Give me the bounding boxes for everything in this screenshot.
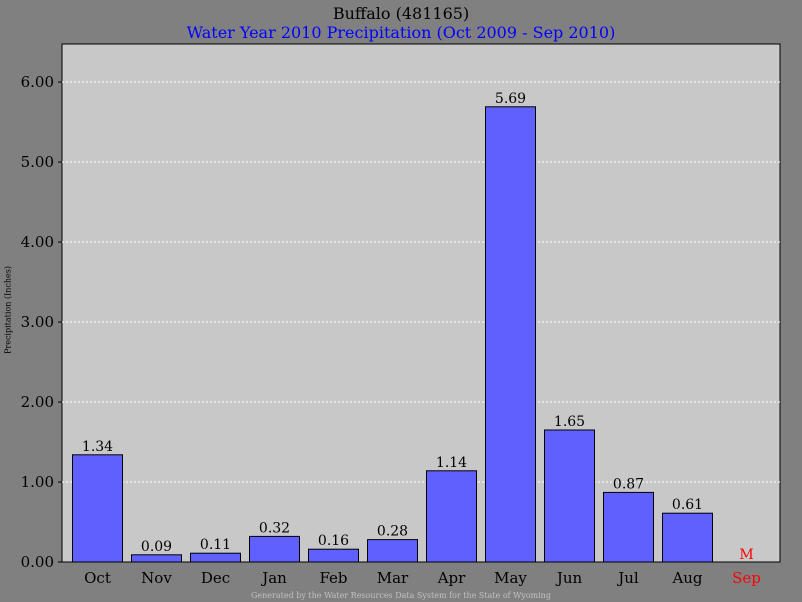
bar-nov <box>131 554 182 563</box>
bar-value-label: 5.69 <box>495 91 526 107</box>
x-tick-label: Nov <box>141 569 172 587</box>
y-tick-label: 0.00 <box>21 553 54 571</box>
bar-value-label: 0.28 <box>377 524 408 540</box>
bar-dec <box>190 552 241 563</box>
bar-jul <box>603 491 654 563</box>
x-tick-label: Jul <box>616 569 639 587</box>
x-tick-label: Mar <box>377 569 409 587</box>
x-tick-label: May <box>494 569 527 587</box>
bar-jun <box>544 429 595 563</box>
y-tick-label: 1.00 <box>21 473 54 491</box>
bar-feb <box>308 548 359 563</box>
x-tick-label: Feb <box>319 569 347 587</box>
y-tick-label: 4.00 <box>21 233 54 251</box>
x-tick-label: Jun <box>555 569 583 587</box>
y-axis-label: Precipitation (Inches) <box>3 266 13 354</box>
bar-oct <box>72 454 123 563</box>
bar-value-label: 0.11 <box>200 537 231 553</box>
x-tick-label: Sep <box>732 569 761 587</box>
plot-area <box>61 43 781 563</box>
bar-value-label: 0.16 <box>318 533 349 549</box>
x-tick-label: Apr <box>437 569 466 587</box>
bar-value-label: 1.14 <box>436 455 467 471</box>
chart-title: Buffalo (481165) <box>332 4 470 23</box>
bar-aug <box>662 512 713 563</box>
footer-credit: Generated by the Water Resources Data Sy… <box>251 591 551 600</box>
y-tick-label: 3.00 <box>21 313 54 331</box>
bar-value-label: 1.65 <box>554 414 585 430</box>
bar-may <box>485 106 536 563</box>
x-tick-label: Aug <box>671 569 702 587</box>
chart-subtitle: Water Year 2010 Precipitation (Oct 2009 … <box>186 23 616 42</box>
bar-value-label: 0.09 <box>141 539 172 555</box>
bar-apr <box>426 470 477 563</box>
x-tick-label: Jan <box>260 569 287 587</box>
y-tick-label: 2.00 <box>21 393 54 411</box>
bar-value-label: 1.34 <box>82 439 113 455</box>
y-tick-label: 6.00 <box>21 73 54 91</box>
y-tick-label: 5.00 <box>21 153 54 171</box>
x-tick-label: Dec <box>201 569 230 587</box>
bar-mar <box>367 539 418 563</box>
bar-value-label: 0.61 <box>672 497 703 513</box>
bar-value-label: 0.32 <box>259 520 290 536</box>
bar-value-label: 0.87 <box>613 476 644 492</box>
missing-value-label: M <box>739 547 753 563</box>
bar-jan <box>249 535 300 563</box>
x-tick-label: Oct <box>84 569 111 587</box>
